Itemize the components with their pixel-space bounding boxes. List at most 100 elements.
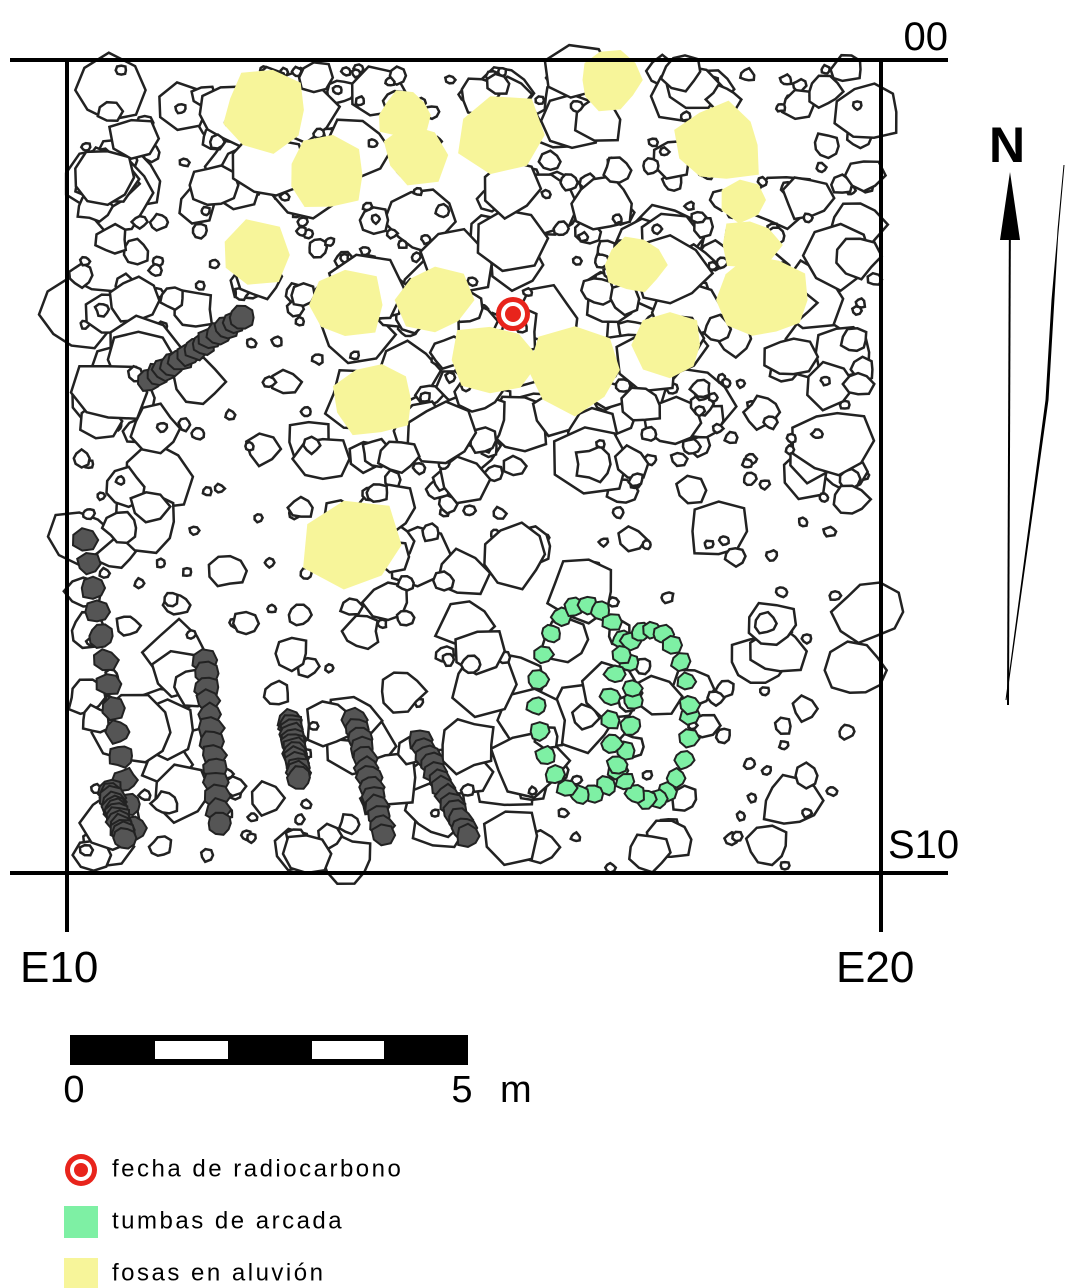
- stone: [785, 432, 797, 445]
- stone: [679, 110, 692, 122]
- stone: [620, 386, 662, 422]
- stone: [178, 157, 192, 168]
- stone: [380, 671, 429, 714]
- stone: [571, 255, 584, 266]
- tomb-stone: [600, 709, 621, 730]
- stone: [821, 525, 838, 538]
- stone: [866, 271, 884, 286]
- stone: [74, 150, 136, 207]
- stone: [735, 810, 747, 823]
- stone: [714, 727, 731, 745]
- tomb-stone: [540, 623, 561, 644]
- dark-stone: [71, 527, 100, 552]
- stone: [340, 614, 380, 651]
- stone: [185, 628, 198, 641]
- grid-frame: [10, 58, 948, 932]
- pit: [223, 69, 304, 154]
- pit: [224, 219, 290, 285]
- stone: [281, 834, 333, 875]
- stone: [742, 471, 759, 487]
- stone: [263, 556, 276, 570]
- stone: [129, 214, 150, 231]
- stone: [850, 304, 864, 317]
- stone: [158, 286, 184, 312]
- stone: [642, 156, 660, 176]
- stone: [731, 830, 744, 843]
- stone: [308, 237, 329, 259]
- tomb-stone: [601, 613, 623, 631]
- stone: [559, 173, 580, 192]
- stone: [681, 437, 703, 455]
- stone: [459, 782, 475, 797]
- stone: [794, 761, 819, 790]
- grid-label: S10: [888, 823, 959, 867]
- stone: [274, 636, 308, 673]
- stone: [231, 610, 261, 636]
- stone: [177, 416, 192, 433]
- dark-stone: [101, 695, 126, 722]
- stone: [723, 430, 739, 445]
- stone: [406, 400, 478, 465]
- dark-stone: [92, 648, 121, 672]
- dark-stone: [95, 673, 123, 696]
- tomb-stone: [621, 679, 644, 698]
- scale-bar: 0 5 m: [63, 1035, 532, 1111]
- tomb-stone: [678, 694, 702, 716]
- stone: [190, 426, 206, 441]
- pit: [291, 134, 363, 207]
- stone: [421, 522, 440, 543]
- stone: [354, 94, 366, 107]
- stone: [829, 581, 905, 645]
- tomb-stone: [673, 749, 696, 771]
- radiocarbon-core: [505, 306, 521, 322]
- stone: [262, 679, 290, 706]
- stone: [521, 286, 534, 297]
- stone: [723, 547, 747, 569]
- stone: [323, 236, 336, 248]
- stone: [412, 186, 424, 197]
- stone: [245, 337, 258, 349]
- stone: [753, 610, 779, 635]
- scale-label: 0: [63, 1069, 84, 1111]
- stone: [674, 474, 708, 505]
- stone: [800, 633, 813, 645]
- stone: [774, 586, 789, 599]
- stone: [815, 161, 829, 174]
- stone: [746, 792, 758, 804]
- stone: [777, 739, 790, 751]
- stone: [687, 378, 711, 399]
- stone: [151, 255, 165, 268]
- stone: [81, 508, 97, 521]
- stone: [339, 66, 352, 77]
- stone: [72, 447, 91, 469]
- stone: [641, 770, 654, 781]
- stone: [246, 832, 258, 845]
- stone: [835, 237, 884, 281]
- stone: [459, 654, 482, 675]
- grid-label: E20: [836, 943, 914, 992]
- tomb-stone: [534, 744, 556, 766]
- stone: [133, 576, 146, 590]
- pit: [631, 312, 700, 379]
- stone: [201, 485, 213, 497]
- pit: [333, 364, 412, 436]
- stone: [758, 686, 771, 697]
- dark-stone: [456, 822, 481, 848]
- stone: [431, 570, 456, 592]
- pit: [451, 326, 541, 394]
- stone: [174, 103, 187, 115]
- stone: [574, 444, 612, 484]
- stone: [287, 603, 314, 627]
- stone: [78, 843, 95, 857]
- stone: [818, 492, 830, 504]
- tomb-stone: [533, 645, 556, 665]
- pit: [458, 96, 545, 175]
- pit: [722, 221, 783, 268]
- pit: [716, 255, 808, 336]
- stone: [808, 74, 846, 110]
- stone: [823, 640, 889, 694]
- stone: [721, 377, 732, 389]
- stone: [411, 462, 427, 476]
- tomb-stone: [598, 687, 622, 707]
